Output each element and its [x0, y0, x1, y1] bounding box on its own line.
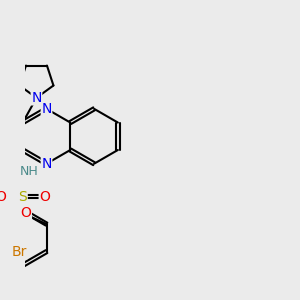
Text: S: S — [18, 190, 27, 204]
Text: O: O — [20, 206, 32, 220]
Text: O: O — [39, 190, 50, 204]
Text: N: N — [31, 91, 42, 105]
Text: NH: NH — [20, 166, 39, 178]
Text: O: O — [0, 190, 6, 204]
Text: N: N — [41, 102, 52, 116]
Text: N: N — [41, 157, 52, 171]
Text: Br: Br — [12, 244, 27, 259]
